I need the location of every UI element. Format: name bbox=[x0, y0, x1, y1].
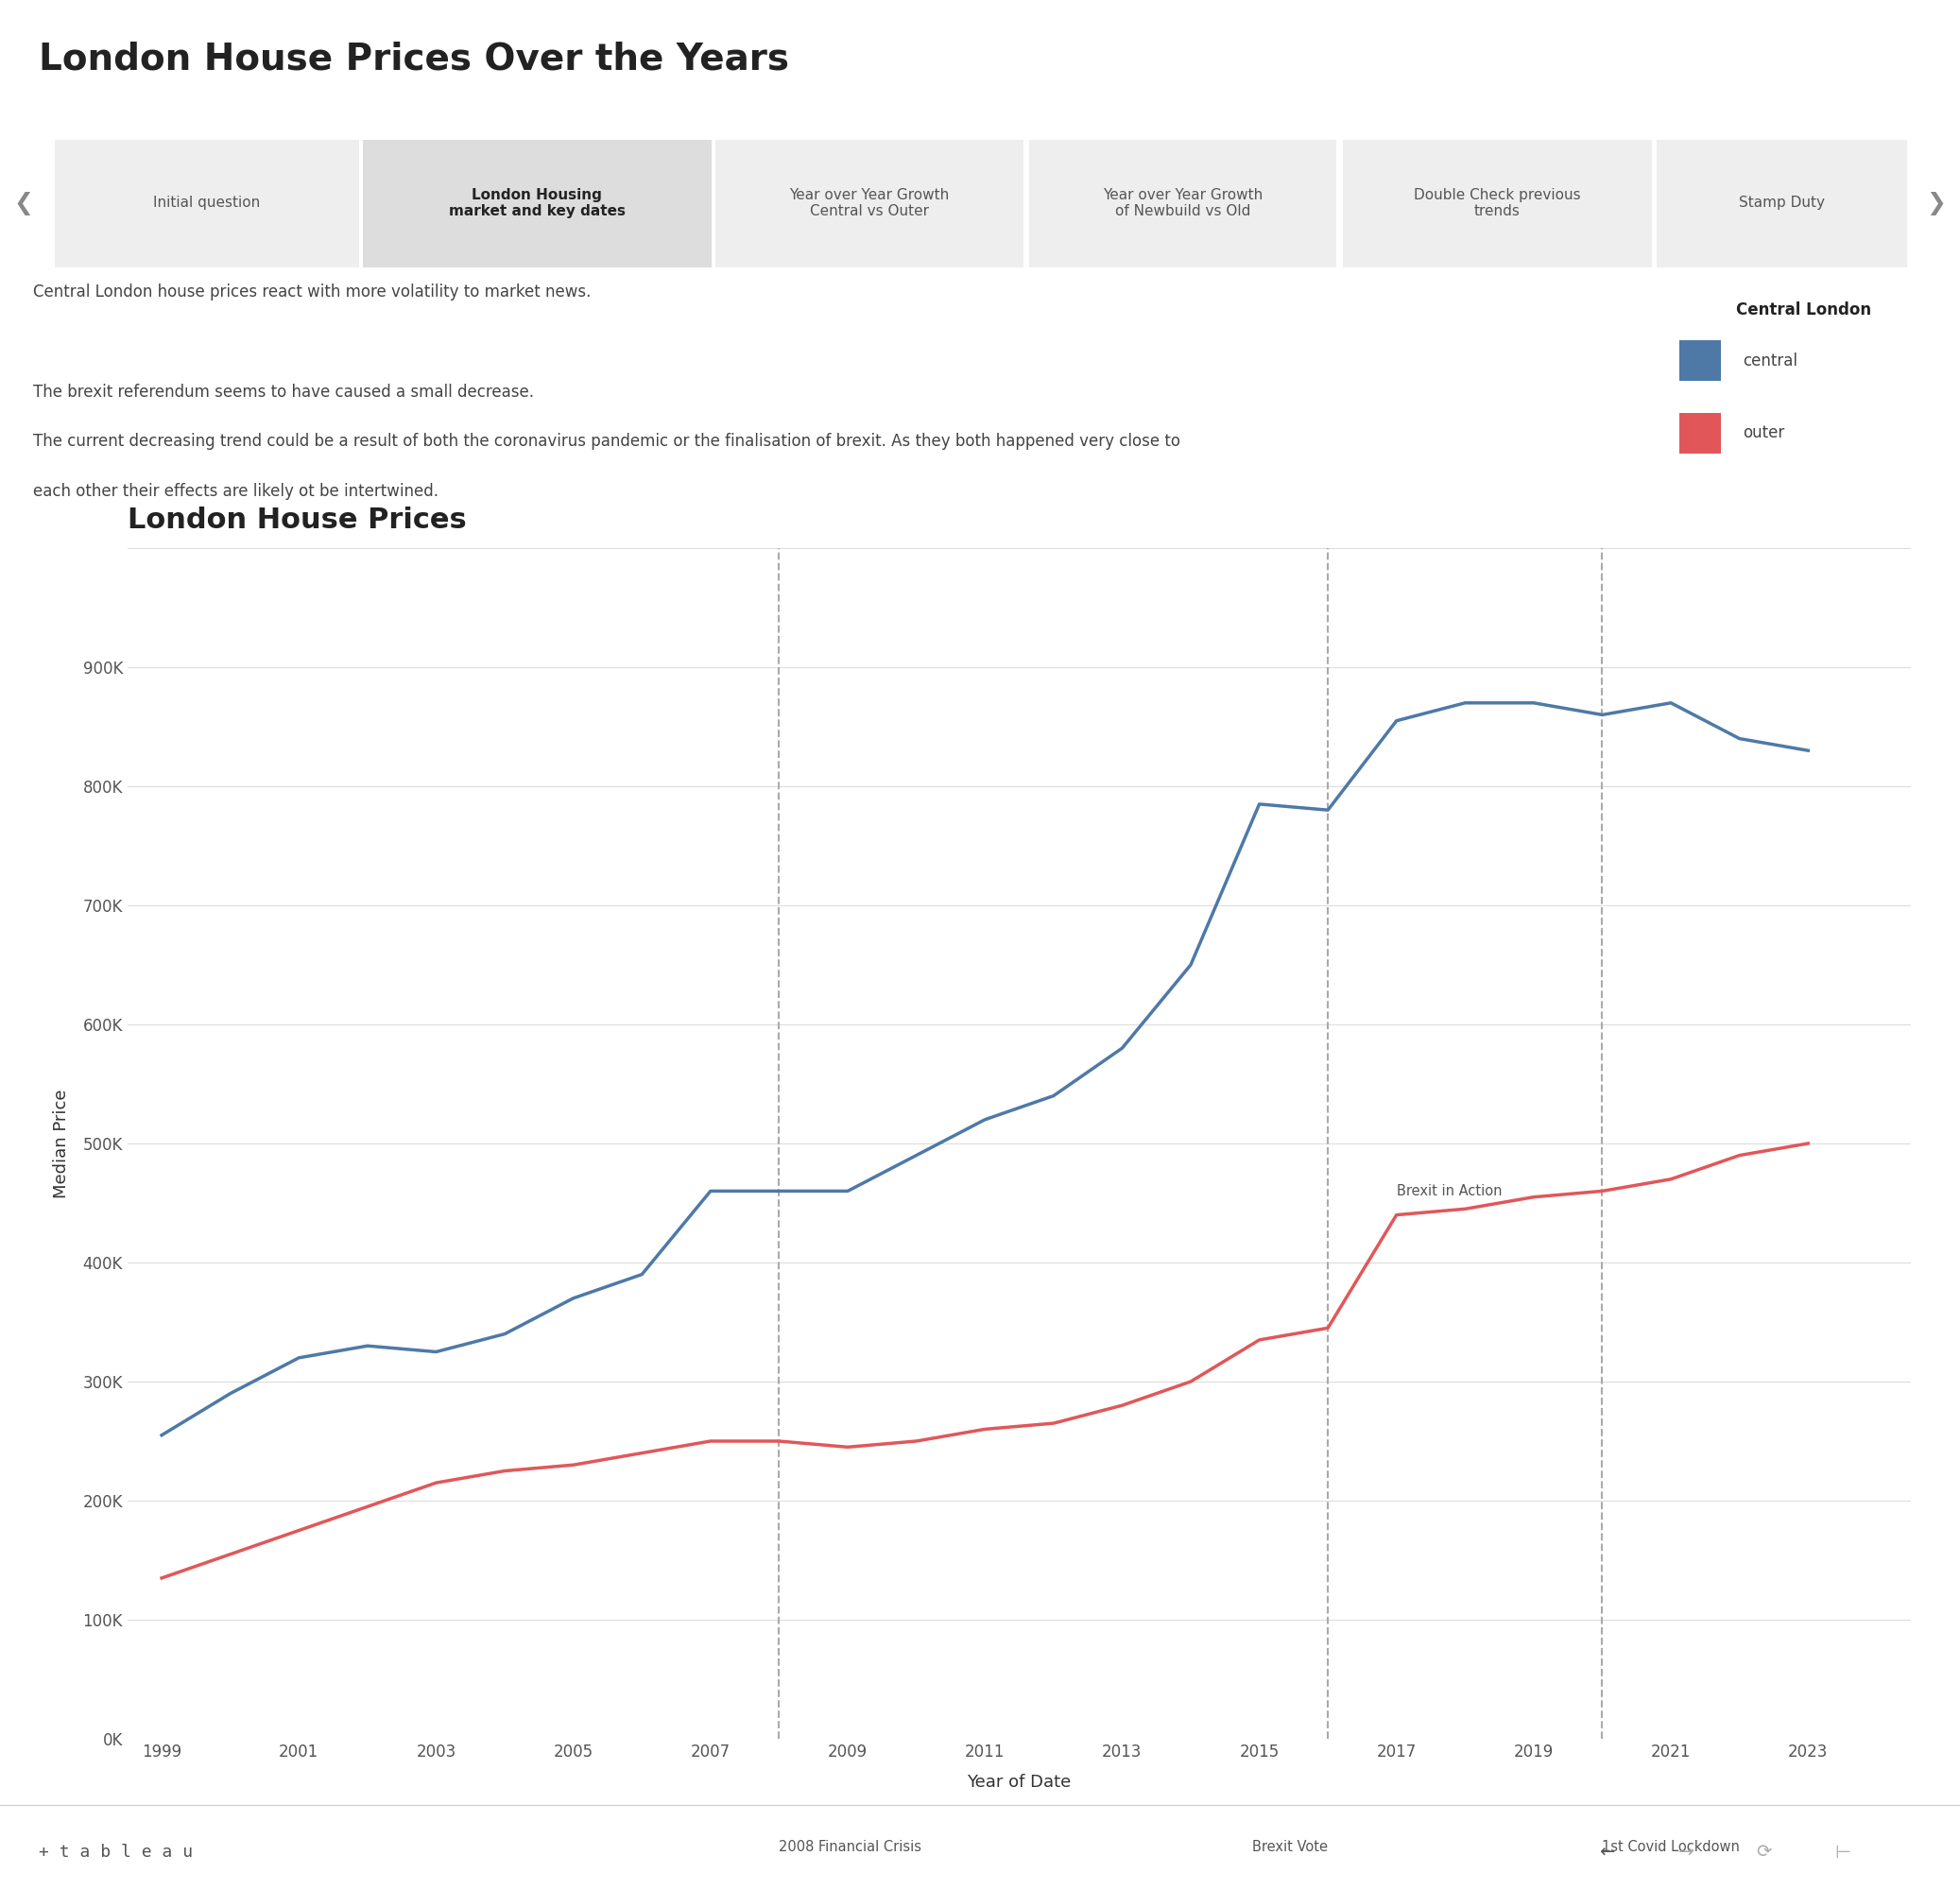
FancyBboxPatch shape bbox=[363, 140, 711, 266]
Text: Central London house prices react with more volatility to market news.: Central London house prices react with m… bbox=[33, 284, 592, 301]
FancyBboxPatch shape bbox=[715, 140, 1023, 266]
Text: London House Prices: London House Prices bbox=[127, 507, 466, 535]
Text: ❯: ❯ bbox=[1927, 191, 1946, 215]
FancyBboxPatch shape bbox=[1656, 140, 1907, 266]
Text: Double Check previous
trends: Double Check previous trends bbox=[1413, 187, 1582, 219]
Text: →: → bbox=[1678, 1843, 1693, 1862]
Text: each other their effects are likely ot be intertwined.: each other their effects are likely ot b… bbox=[33, 484, 439, 501]
Text: Year over Year Growth
Central vs Outer: Year over Year Growth Central vs Outer bbox=[790, 187, 949, 219]
Text: ⊢: ⊢ bbox=[1835, 1843, 1850, 1862]
Text: 1st Covid Lockdown: 1st Covid Lockdown bbox=[1601, 1841, 1740, 1854]
FancyBboxPatch shape bbox=[55, 140, 359, 266]
FancyBboxPatch shape bbox=[1680, 340, 1721, 382]
Text: 2008 Financial Crisis: 2008 Financial Crisis bbox=[778, 1841, 921, 1854]
X-axis label: Year of Date: Year of Date bbox=[966, 1773, 1072, 1790]
Text: ⟳: ⟳ bbox=[1756, 1843, 1772, 1862]
Text: central: central bbox=[1742, 352, 1797, 369]
FancyBboxPatch shape bbox=[1029, 140, 1337, 266]
Text: ❮: ❮ bbox=[14, 191, 33, 215]
Text: ←: ← bbox=[1599, 1843, 1615, 1862]
Text: Year over Year Growth
of Newbuild vs Old: Year over Year Growth of Newbuild vs Old bbox=[1103, 187, 1262, 219]
Text: + t a b l e a u: + t a b l e a u bbox=[39, 1845, 194, 1860]
Y-axis label: Median Price: Median Price bbox=[53, 1089, 69, 1198]
FancyBboxPatch shape bbox=[1680, 412, 1721, 454]
FancyBboxPatch shape bbox=[1343, 140, 1652, 266]
Text: London Housing
market and key dates: London Housing market and key dates bbox=[449, 187, 625, 219]
Text: Brexit in Action: Brexit in Action bbox=[1396, 1183, 1501, 1198]
Text: The brexit referendum seems to have caused a small decrease.: The brexit referendum seems to have caus… bbox=[33, 384, 535, 401]
Text: Stamp Duty: Stamp Duty bbox=[1739, 197, 1825, 210]
Text: London House Prices Over the Years: London House Prices Over the Years bbox=[39, 42, 790, 77]
Text: The current decreasing trend could be a result of both the coronavirus pandemic : The current decreasing trend could be a … bbox=[33, 433, 1180, 450]
Text: Brexit Vote: Brexit Vote bbox=[1252, 1841, 1327, 1854]
Text: Central London: Central London bbox=[1735, 302, 1872, 319]
Text: outer: outer bbox=[1742, 425, 1786, 442]
Text: Initial question: Initial question bbox=[153, 197, 261, 210]
